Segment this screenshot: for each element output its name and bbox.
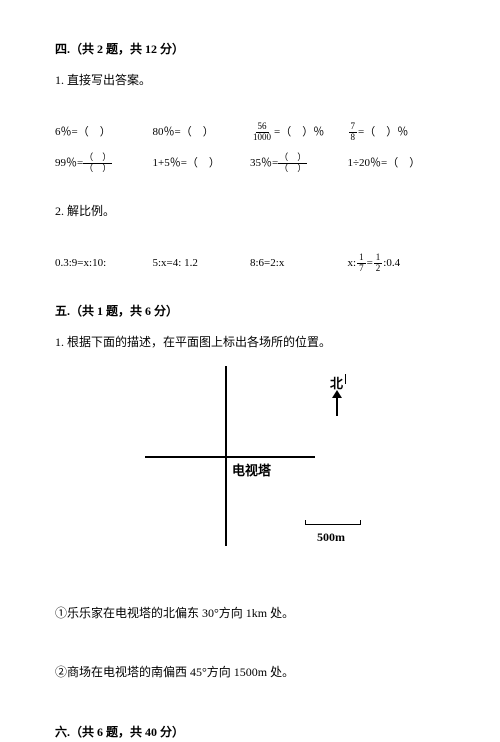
scale-bar — [305, 524, 360, 525]
eq-cell: 5:x=4: 1.2 — [153, 255, 251, 273]
eq-cell: 99％= （ ） （ ） — [55, 153, 153, 174]
expr: =（ ）％ — [274, 124, 324, 142]
expr: :0.4 — [383, 255, 400, 273]
expr: 1+5％=（ ） — [153, 155, 220, 173]
expr: 99％= — [55, 155, 83, 173]
scale-label: 500m — [317, 528, 345, 547]
expr: 6％=（ ） — [55, 124, 111, 142]
tower-label: 电视塔 — [232, 461, 271, 482]
q5-1-item1: ①乐乐家在电视塔的北偏东 30°方向 1km 处。 — [55, 604, 445, 623]
north-mark — [345, 374, 346, 384]
expr: = — [367, 255, 373, 273]
expr: 8:6=2:x — [250, 255, 284, 273]
section-4-header: 四.（共 2 题，共 12 分） — [55, 40, 445, 59]
q5-1-title: 1. 根据下面的描述，在平面图上标出各场所的位置。 — [55, 333, 445, 352]
scale-tick — [360, 520, 361, 525]
eq-cell: 8:6=2:x — [250, 255, 348, 273]
denominator: 8 — [349, 133, 358, 143]
expr: 5:x=4: 1.2 — [153, 255, 198, 273]
q4-1-row1: 6％=（ ） 80％=（ ） 56 1000 =（ ）％ 7 8 =（ ）％ — [55, 122, 445, 143]
fraction: 1 7 — [357, 253, 366, 274]
denominator: （ ） — [83, 164, 112, 174]
section-6-header: 六.（共 6 题，共 40 分） — [55, 723, 445, 742]
q4-1-row2: 99％= （ ） （ ） 1+5％=（ ） 35％= （ ） （ ） 1÷20％… — [55, 153, 445, 174]
q4-2-row: 0.3:9=x:10: 5:x=4: 1.2 8:6=2:x x: 1 7 = … — [55, 253, 445, 274]
paren-fraction: （ ） （ ） — [278, 153, 307, 174]
denominator: 7 — [357, 264, 366, 274]
denominator: （ ） — [278, 164, 307, 174]
map-diagram: 北 电视塔 500m — [120, 366, 380, 566]
eq-cell: 1÷20％=（ ） — [348, 155, 446, 173]
expr: =（ ）％ — [358, 124, 408, 142]
eq-cell: 1+5％=（ ） — [153, 155, 251, 173]
horizontal-axis — [145, 456, 315, 458]
expr: 1÷20％=（ ） — [348, 155, 421, 173]
fraction: 7 8 — [349, 122, 358, 143]
expr: x: — [348, 255, 357, 273]
fraction: 56 1000 — [251, 122, 273, 143]
section-5-header: 五.（共 1 题，共 6 分） — [55, 302, 445, 321]
q4-1-title: 1. 直接写出答案。 — [55, 71, 445, 90]
eq-cell: 6％=（ ） — [55, 124, 153, 142]
q5-1-item2: ②商场在电视塔的南偏西 45°方向 1500m 处。 — [55, 663, 445, 682]
eq-cell: 80％=（ ） — [153, 124, 251, 142]
expr: 80％=（ ） — [153, 124, 214, 142]
expr: 0.3:9=x:10: — [55, 255, 106, 273]
paren-fraction: （ ） （ ） — [83, 153, 112, 174]
denominator: 1000 — [251, 133, 273, 143]
q4-2-title: 2. 解比例。 — [55, 202, 445, 221]
eq-cell: 56 1000 =（ ）％ — [250, 122, 348, 143]
eq-cell: 0.3:9=x:10: — [55, 255, 153, 273]
eq-cell: 35％= （ ） （ ） — [250, 153, 348, 174]
eq-cell: x: 1 7 = 1 2 :0.4 — [348, 253, 446, 274]
eq-cell: 7 8 =（ ）％ — [348, 122, 446, 143]
denominator: 2 — [374, 264, 383, 274]
expr: 35％= — [250, 155, 278, 173]
fraction: 1 2 — [374, 253, 383, 274]
north-arrow-icon — [330, 390, 344, 424]
